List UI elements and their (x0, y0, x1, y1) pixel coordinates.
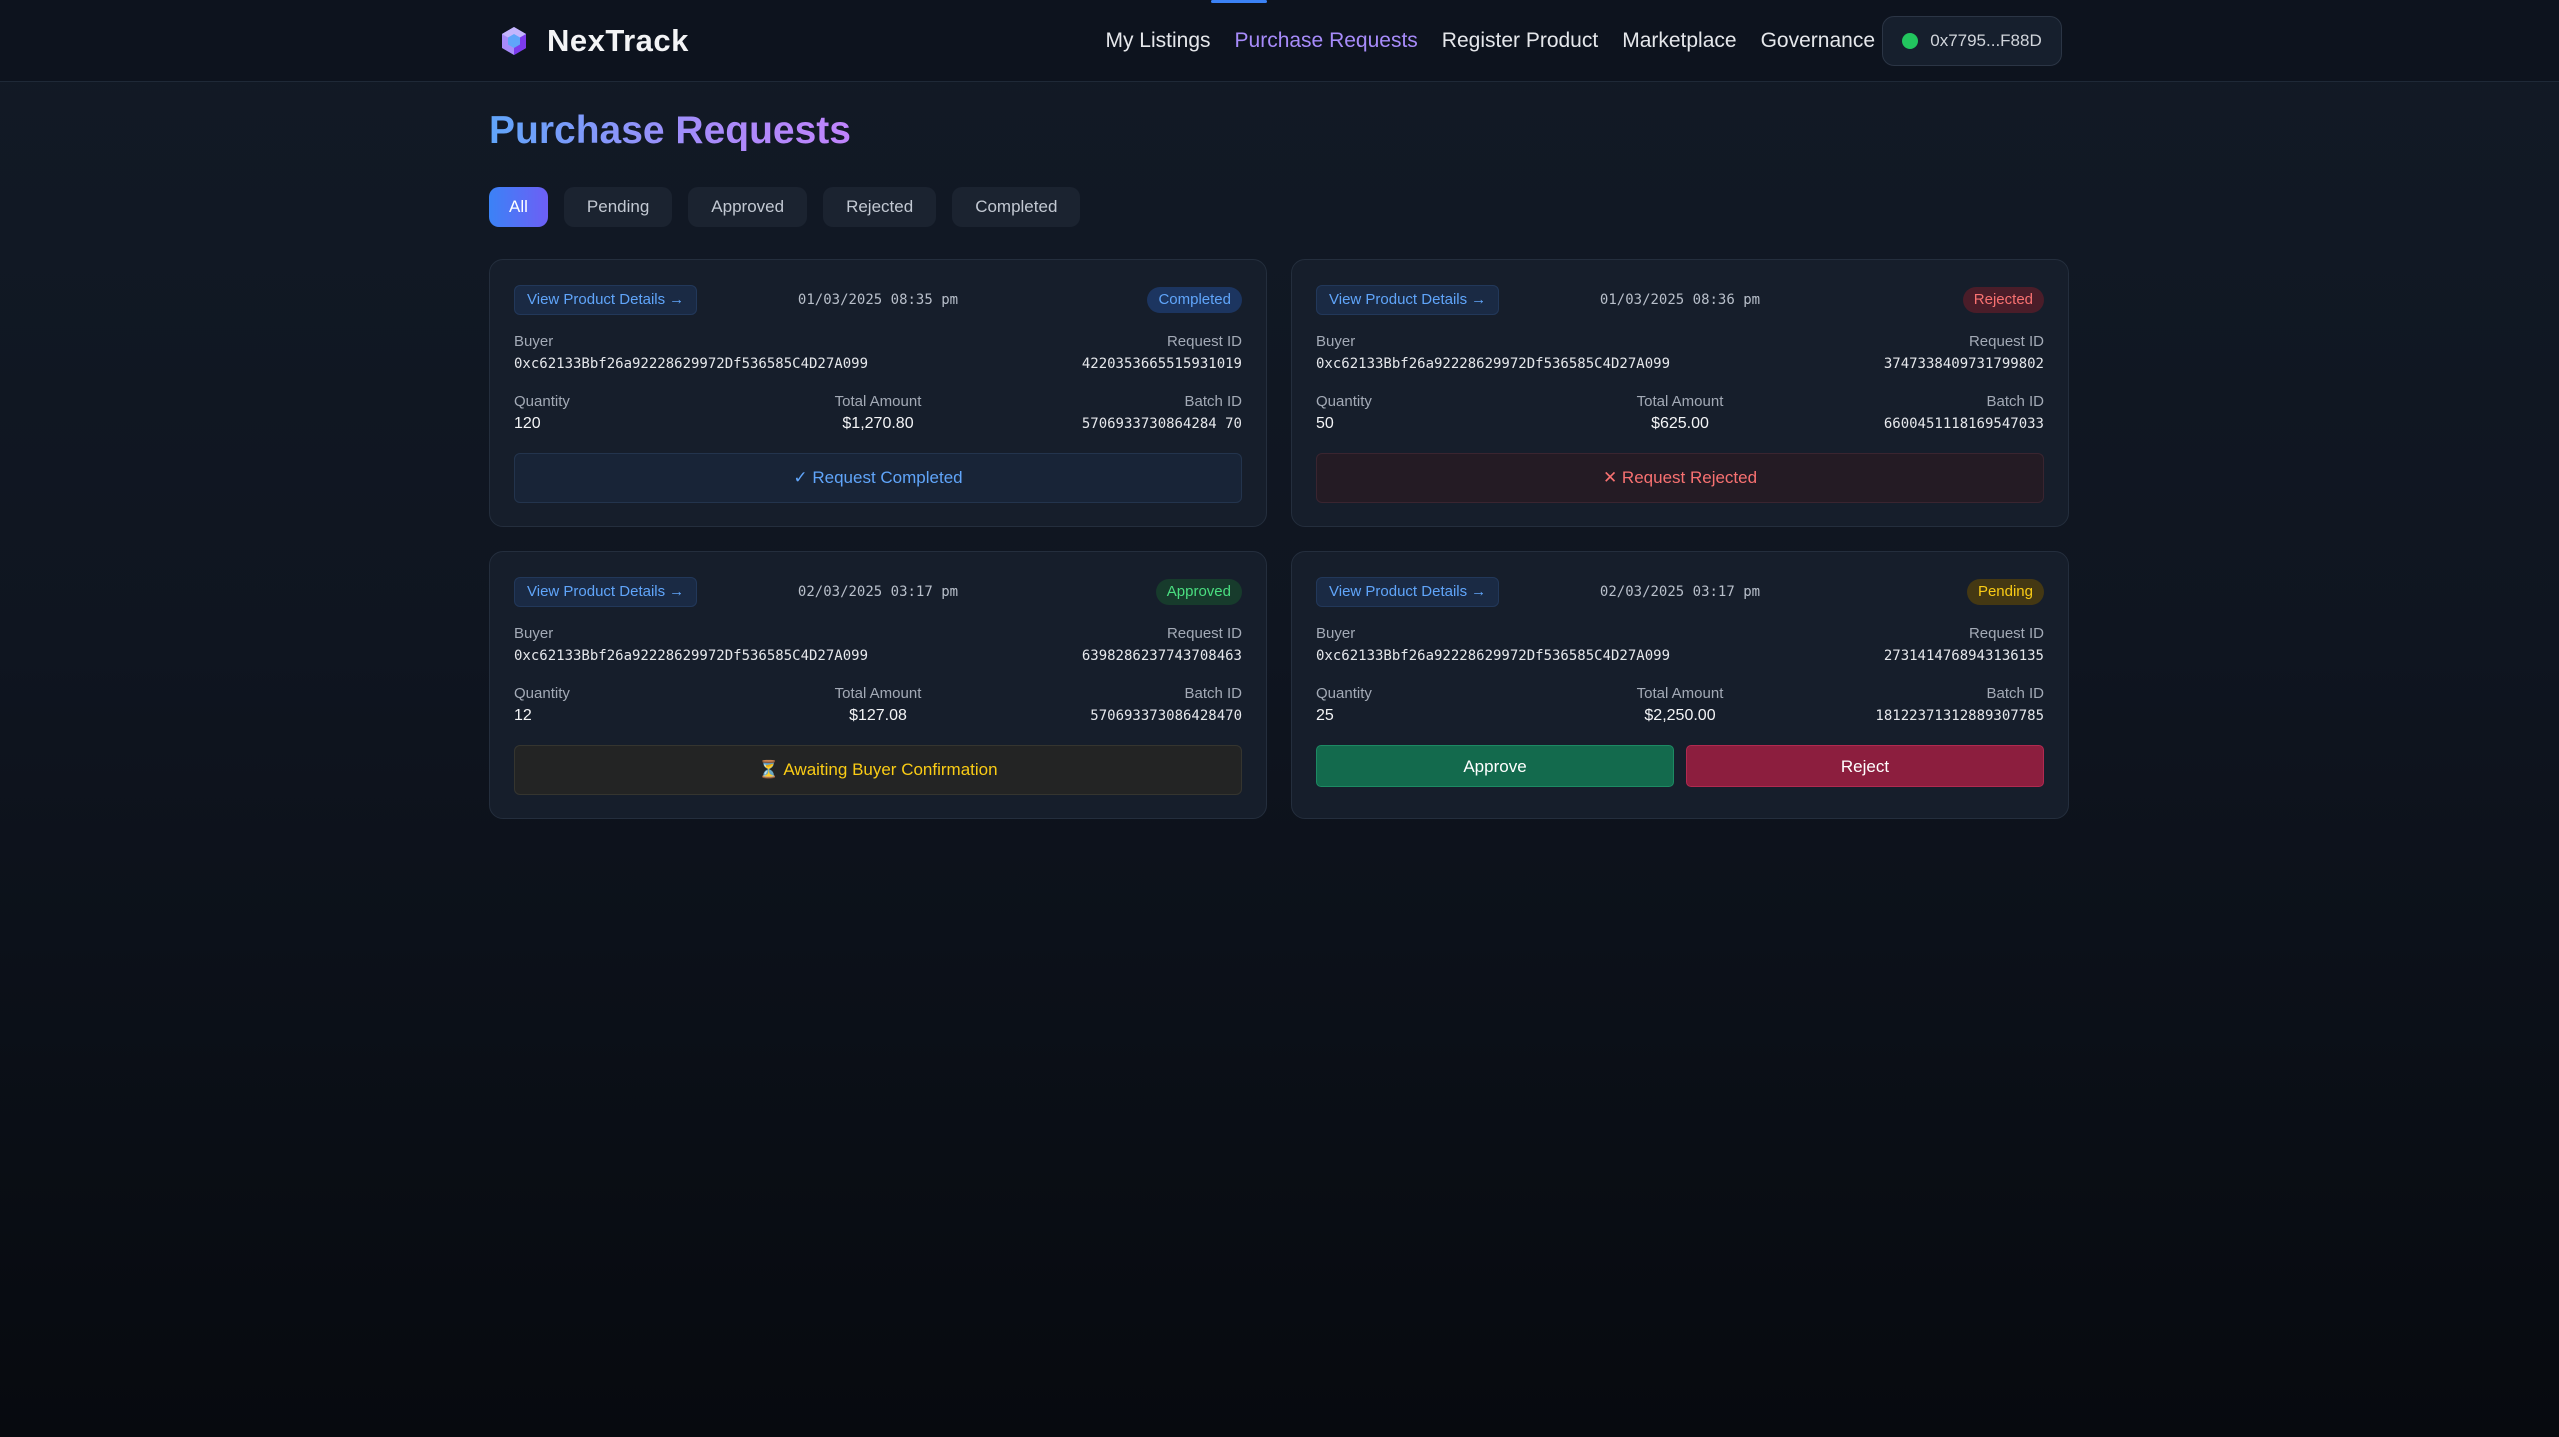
batch-id-value: 6600451118169547033 (1883, 416, 2044, 432)
view-product-details-button[interactable]: View Product Details → (514, 285, 698, 315)
connected-status-icon (1902, 33, 1919, 49)
request-id-label: Request ID (1166, 333, 1242, 350)
quantity-value: 50 (1316, 415, 1334, 432)
request-id-value: 4220353665515931019 (1081, 356, 1242, 372)
buyer-label: Buyer (1316, 625, 1356, 642)
status-badge: Completed (1147, 287, 1242, 313)
filter-all[interactable]: All (489, 187, 548, 227)
view-product-details-label: View Product Details (1329, 583, 1468, 600)
request-id-label: Request ID (1166, 625, 1242, 642)
buyer-label: Buyer (1316, 333, 1356, 350)
request-id-label: Request ID (1968, 625, 2044, 642)
status-message: Request Rejected (1621, 468, 1758, 487)
hourglass-icon: ⏳ (758, 760, 780, 779)
request-actions: Approve Reject (1316, 745, 2044, 787)
buyer-label: Buyer (514, 333, 554, 350)
batch-id-value: 570693373086428470 (1090, 708, 1242, 724)
total-amount-label: Total Amount (1636, 393, 1724, 410)
view-product-details-button[interactable]: View Product Details → (1316, 577, 1500, 607)
nav-marketplace[interactable]: Marketplace (1622, 29, 1737, 52)
cube-icon (502, 27, 526, 55)
filter-completed[interactable]: Completed (952, 187, 1081, 227)
buyer-address: 0xc62133Bbf26a92228629972Df536585C4D27A0… (1316, 356, 1671, 372)
request-card: View Product Details → 02/03/2025 03:17 p… (489, 551, 1267, 819)
status-message: Request Completed (812, 468, 963, 487)
request-id-value: 6398286237743708463 (1081, 648, 1242, 664)
view-product-details-button[interactable]: View Product Details → (514, 577, 698, 607)
arrow-right-icon: → (669, 583, 685, 600)
nav-my-listings[interactable]: My Listings (1105, 29, 1211, 52)
total-amount-value: $127.08 (849, 707, 907, 724)
arrow-right-icon: → (1471, 291, 1487, 308)
quantity-label: Quantity (1316, 393, 1372, 410)
approve-button[interactable]: Approve (1316, 745, 1674, 787)
total-amount-value: $2,250.00 (1644, 707, 1716, 724)
quantity-value: 120 (514, 415, 541, 432)
filter-pending[interactable]: Pending (563, 187, 673, 227)
filter-rejected[interactable]: Rejected (823, 187, 937, 227)
batch-id-label: Batch ID (1184, 393, 1242, 410)
arrow-right-icon: → (1471, 583, 1487, 600)
batch-id-label: Batch ID (1184, 685, 1242, 702)
request-completed-status: ✓ Request Completed (514, 453, 1242, 503)
nav-purchase-requests[interactable]: Purchase Requests (1210, 0, 1418, 57)
request-card: View Product Details → 02/03/2025 03:17 p… (1291, 551, 2069, 819)
view-product-details-label: View Product Details (527, 583, 666, 600)
request-id-value: 3747338409731799802 (1883, 356, 2044, 372)
status-badge: Approved (1155, 579, 1242, 605)
request-id-value: 2731414768943136135 (1883, 648, 2044, 664)
nav-governance[interactable]: Governance (1760, 29, 1875, 52)
quantity-label: Quantity (514, 393, 570, 410)
request-card: View Product Details → 01/03/2025 08:36 p… (1291, 259, 2069, 527)
status-filter-tabs: All Pending Approved Rejected Completed (489, 187, 1081, 227)
page-title: Purchase Requests (489, 109, 851, 152)
buyer-address: 0xc62133Bbf26a92228629972Df536585C4D27A0… (1316, 648, 1671, 664)
batch-id-value: 5706933730864284 70 (1081, 416, 1242, 432)
quantity-value: 25 (1316, 707, 1334, 724)
brand-name: NexTrack (547, 23, 689, 58)
status-badge: Rejected (1962, 287, 2044, 313)
reject-button[interactable]: Reject (1686, 745, 2044, 787)
batch-id-value: 18122371312889307785 (1875, 708, 2044, 724)
filter-approved[interactable]: Approved (688, 187, 808, 227)
top-nav-bar: NexTrack My Listings Purchase Requests R… (0, 0, 2559, 82)
request-card: View Product Details → 01/03/2025 08:35 p… (489, 259, 1267, 527)
total-amount-label: Total Amount (1636, 685, 1724, 702)
quantity-label: Quantity (514, 685, 570, 702)
nav-register-product[interactable]: Register Product (1441, 29, 1599, 52)
status-badge: Pending (1966, 579, 2044, 605)
batch-id-label: Batch ID (1986, 685, 2044, 702)
quantity-label: Quantity (1316, 685, 1372, 702)
wallet-button[interactable]: 0x7795...F88D (1882, 16, 2062, 66)
buyer-address: 0xc62133Bbf26a92228629972Df536585C4D27A0… (514, 648, 869, 664)
wallet-address: 0x7795...F88D (1930, 31, 2042, 50)
total-amount-value: $1,270.80 (842, 415, 914, 432)
arrow-right-icon: → (669, 291, 685, 308)
brand[interactable]: NexTrack (497, 22, 689, 60)
x-icon: ✕ (1602, 468, 1618, 487)
total-amount-value: $625.00 (1651, 415, 1709, 432)
total-amount-label: Total Amount (834, 393, 922, 410)
buyer-label: Buyer (514, 625, 554, 642)
main-nav: My Listings Purchase Requests Register P… (1105, 0, 1875, 57)
status-message: Awaiting Buyer Confirmation (783, 760, 998, 779)
check-icon: ✓ (793, 468, 808, 487)
view-product-details-label: View Product Details (527, 291, 666, 308)
view-product-details-button[interactable]: View Product Details → (1316, 285, 1500, 315)
buyer-address: 0xc62133Bbf26a92228629972Df536585C4D27A0… (514, 356, 869, 372)
awaiting-confirmation-status: ⏳ Awaiting Buyer Confirmation (514, 745, 1242, 795)
batch-id-label: Batch ID (1986, 393, 2044, 410)
request-id-label: Request ID (1968, 333, 2044, 350)
request-rejected-status: ✕ Request Rejected (1316, 453, 2044, 503)
quantity-value: 12 (514, 707, 532, 724)
view-product-details-label: View Product Details (1329, 291, 1468, 308)
total-amount-label: Total Amount (834, 685, 922, 702)
